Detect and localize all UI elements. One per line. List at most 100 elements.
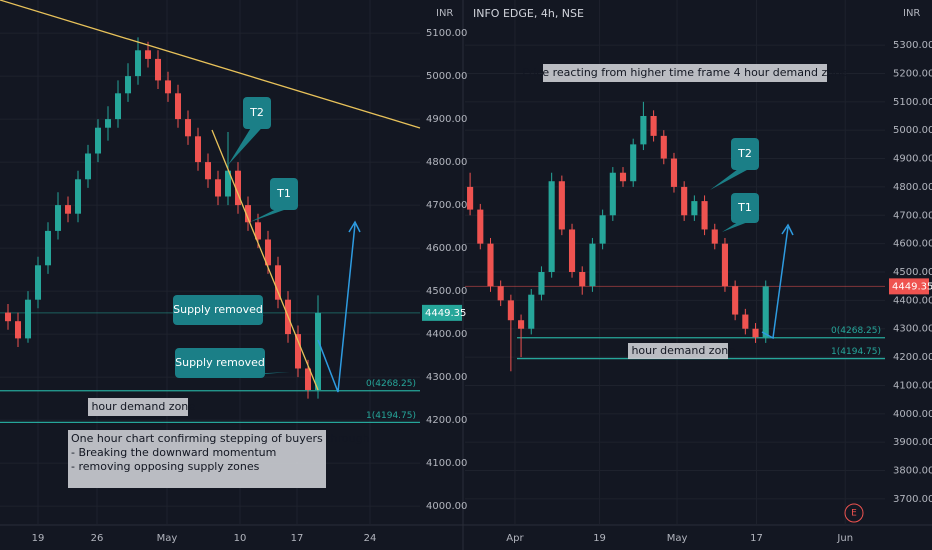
x-tick-label: Apr [506,533,524,544]
earnings-label: E [851,509,857,519]
callout-text: Supply removed [175,356,265,369]
candle-body [487,243,494,287]
candle-body [115,93,121,120]
y-tick-label: 4200.00 [426,415,467,426]
candle-body [589,243,596,287]
y-tick-label: 4500.00 [893,267,932,278]
candle-body [568,229,576,273]
candle-body [15,321,21,339]
callout-text: Supply removed [173,303,263,316]
fib-level-label: 1(4194.75) [366,411,416,421]
x-tick-label: 26 [91,533,104,544]
candle-body [295,334,301,369]
candle-body [599,215,606,244]
candle-body [145,50,151,59]
y-tick-label: 3800.00 [893,466,932,477]
x-tick-label: 24 [364,533,377,544]
candle-body [275,265,281,300]
candle-body [125,76,131,94]
note-line: One hour chart confirming stepping of bu… [71,432,370,445]
candle-body [579,272,586,287]
candle-body [215,179,221,197]
y-tick-label: 4000.00 [893,409,932,420]
note-box [628,343,728,359]
candle-body [315,312,321,390]
candle-body [195,136,201,163]
projection-arrow [761,226,789,340]
candle-body [55,205,61,231]
candle-body [518,320,525,329]
note-box [543,64,827,82]
candle-body [255,222,261,240]
callout-text: T2 [249,106,264,119]
candle-body [660,135,667,159]
candle-body [165,80,171,94]
candle-body [235,170,241,206]
callout-pointer [228,127,263,165]
y-tick-label: 4400.00 [893,295,932,306]
plot-layer [0,37,885,423]
earnings-marker[interactable] [844,503,864,523]
candle-body [95,127,101,154]
candle-body [497,286,504,301]
callout-box [175,348,265,378]
candle-body [630,144,637,182]
y-tick-label: 4900.00 [426,114,467,125]
y-tick-label: 4800.00 [893,182,932,193]
y-tick-label: 4300.00 [893,324,932,335]
arrow-head [781,223,794,236]
trend-line [0,0,421,129]
candle-body [752,328,759,338]
candle-body [305,368,311,390]
candle-body [245,205,251,223]
y-tick-label: 4600.00 [893,239,932,250]
y-tick-label: 5000.00 [426,71,467,82]
note-text: Price reacting from higher time frame 4 … [522,66,848,79]
candle-body [701,201,708,230]
note-text: 4 hour demand zone [621,344,735,357]
x-tick-label: 19 [593,533,606,544]
candle-body [670,158,678,187]
callout-box [731,193,759,223]
fib-level-label: 1(4194.75) [831,347,881,357]
callout-box [243,97,271,129]
candle-body [85,153,91,180]
y-tick-label: 4900.00 [893,154,932,165]
candle-body [35,265,41,300]
candle-body [185,119,191,137]
x-tick-label: May [157,533,178,544]
y-tick-label: 5200.00 [893,68,932,79]
candle-body [732,286,739,315]
note-text: 4 hour demand zone [81,400,195,413]
y-tick-label: 4100.00 [893,380,932,391]
last-price-label: 4449.35 [892,281,932,292]
candle-body [721,243,729,287]
candle-body [105,119,111,128]
candle-body [75,179,81,214]
x-tick-label: 17 [291,533,304,544]
callout-box [731,138,759,170]
projection-arrow [317,223,356,393]
callout-text: T1 [737,201,752,214]
y-tick-label: 4200.00 [893,352,932,363]
currency-label: INR [436,8,453,19]
candle-body [175,93,181,120]
currency-label: INR [903,8,920,19]
candle-body [619,172,627,182]
callout-text: T1 [276,187,291,200]
candle-body [155,58,161,81]
note-box [68,430,326,488]
note-box [88,398,188,416]
y-tick-label: 4700.00 [426,200,467,211]
candle-body [762,286,769,338]
candle-body [528,294,535,329]
note-line: - removing opposing supply zones [71,460,260,473]
callout-text: T2 [737,147,752,160]
candle-body [640,116,647,145]
y-tick-label: 4400.00 [426,329,467,340]
callout-pointer [710,168,751,190]
y-tick-label: 4500.00 [426,286,467,297]
last-price-tag [889,278,929,295]
candle-body [681,186,688,216]
